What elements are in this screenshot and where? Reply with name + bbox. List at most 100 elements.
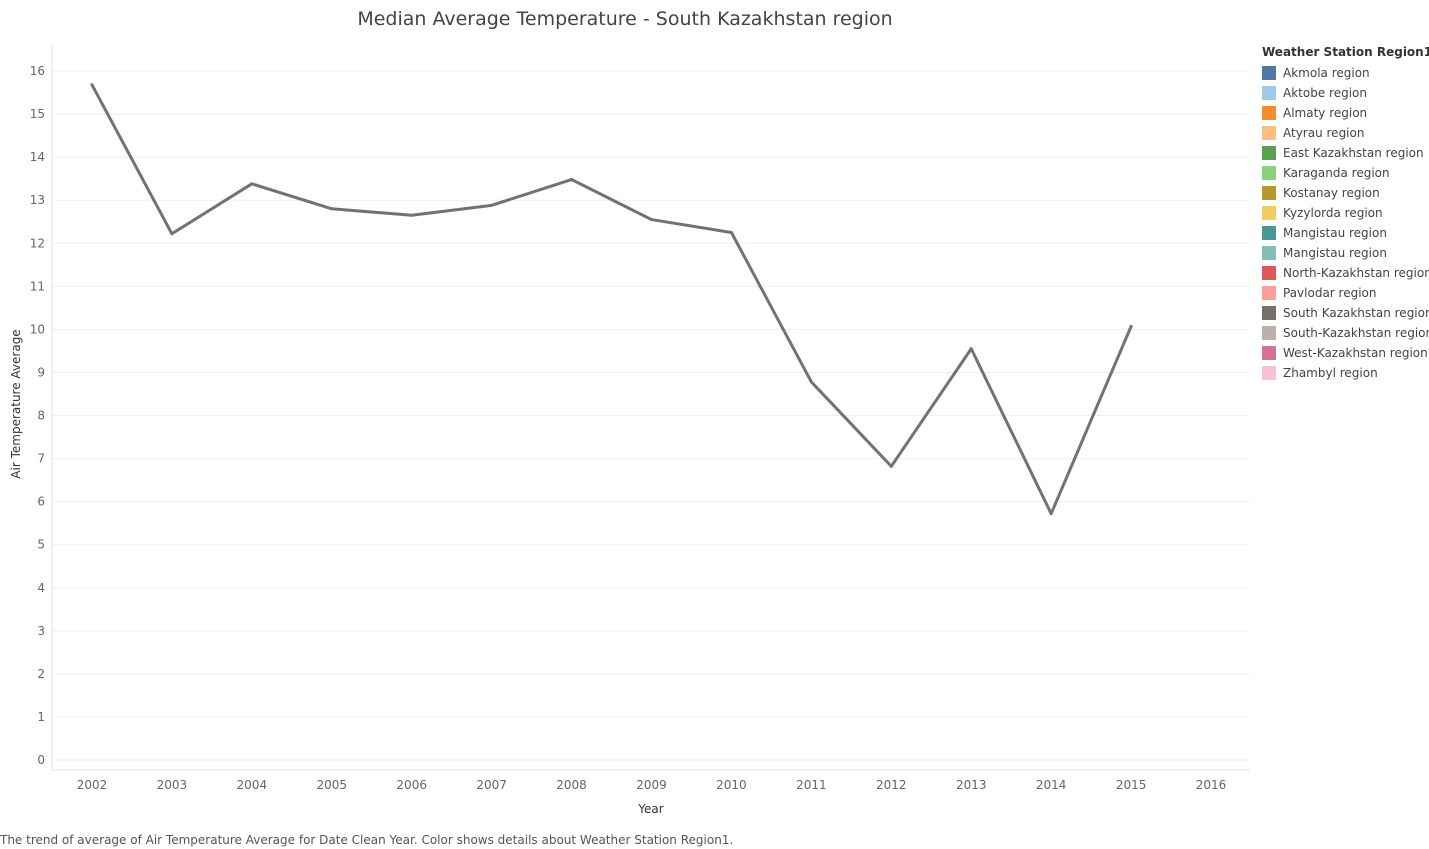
y-tick-label: 15 [30,107,45,121]
legend-swatch [1262,366,1276,380]
legend-label: North-Kazakhstan region [1283,266,1429,280]
legend-item[interactable]: West-Kazakhstan region [1262,343,1429,363]
legend-title: Weather Station Region1 [1262,45,1429,59]
chart-caption: The trend of average of Air Temperature … [0,833,734,847]
y-tick-label: 4 [37,581,45,595]
legend-swatch [1262,146,1276,160]
legend-item[interactable]: Akmola region [1262,63,1429,83]
data-point[interactable] [969,347,973,351]
legend-swatch [1262,206,1276,220]
axes [51,44,1250,771]
y-tick-label: 13 [30,193,45,207]
series-lines [90,83,1133,516]
legend-swatch [1262,106,1276,120]
legend-swatch [1262,66,1276,80]
y-tick-label: 7 [37,452,45,466]
legend-label: Mangistau region [1283,226,1387,240]
data-point[interactable] [170,232,174,236]
y-tick-label: 12 [30,236,45,250]
legend-label: Atyrau region [1283,126,1365,140]
legend-swatch [1262,186,1276,200]
legend-swatch [1262,286,1276,300]
data-point[interactable] [250,182,254,186]
y-tick-label: 16 [30,64,45,78]
x-tick-label: 2015 [1116,778,1147,792]
x-tick-label: 2004 [237,778,268,792]
legend-item[interactable]: Karaganda region [1262,163,1429,183]
data-point[interactable] [570,178,574,182]
legend-label: Karaganda region [1283,166,1390,180]
legend-item[interactable]: South Kazakhstan region [1262,303,1429,323]
chart-title: Median Average Temperature - South Kazak… [357,8,893,30]
x-tick-label: 2003 [157,778,188,792]
series-line[interactable] [90,83,1133,516]
x-tick-label: 2008 [556,778,587,792]
x-tick-labels: 2002 2003 2004 2005 2006 2007 2008 2009 2010 2011… [77,778,1227,792]
x-tick-label: 2010 [716,778,747,792]
x-tick-label: 2013 [956,778,987,792]
y-tick-label: 2 [37,667,45,681]
legend-label: West-Kazakhstan region [1283,346,1428,360]
legend-label: Kostanay region [1283,186,1380,200]
data-point[interactable] [330,207,334,211]
x-tick-label: 2007 [476,778,507,792]
y-tick-label: 10 [30,322,45,336]
legend-item[interactable]: Kyzylorda region [1262,203,1429,223]
legend-item[interactable]: Zhambyl region [1262,363,1429,383]
legend-item[interactable]: Mangistau region [1262,223,1429,243]
data-point[interactable] [809,380,813,384]
data-point[interactable] [1049,512,1053,516]
x-tick-label: 2009 [636,778,667,792]
data-point[interactable] [1129,324,1133,328]
data-point[interactable] [490,203,494,207]
legend-label: Mangistau region [1283,246,1387,260]
x-tick-label: 2002 [77,778,108,792]
legend-item[interactable]: Aktobe region [1262,83,1429,103]
legend-swatch [1262,86,1276,100]
y-tick-label: 11 [30,279,45,293]
legend-label: South Kazakhstan region [1283,306,1429,320]
y-tick-label: 1 [37,710,45,724]
legend-label: Aktobe region [1283,86,1367,100]
legend-item[interactable]: Pavlodar region [1262,283,1429,303]
legend-item[interactable]: South-Kazakhstan region [1262,323,1429,343]
legend-item[interactable]: Mangistau region [1262,243,1429,263]
legend-label: Pavlodar region [1283,286,1377,300]
legend-swatch [1262,266,1276,280]
legend-label: South-Kazakhstan region [1283,326,1429,340]
data-point[interactable] [729,230,733,234]
x-tick-label: 2011 [796,778,827,792]
x-tick-label: 2006 [396,778,427,792]
legend-item[interactable]: North-Kazakhstan region [1262,263,1429,283]
legend-item[interactable]: Atyrau region [1262,123,1429,143]
legend-swatch [1262,226,1276,240]
y-axis-title: Air Temperature Average [9,329,23,478]
legend-label: Zhambyl region [1283,366,1378,380]
legend-item[interactable]: Almaty region [1262,103,1429,123]
legend-items: Akmola region Aktobe region Almaty region A… [1262,63,1429,383]
x-tick-label: 2005 [316,778,347,792]
legend-swatch [1262,306,1276,320]
legend-swatch [1262,326,1276,340]
x-tick-label: 2016 [1196,778,1227,792]
legend-label: East Kazakhstan region [1283,146,1424,160]
data-point[interactable] [410,213,414,217]
grid-lines [52,70,1250,761]
legend-label: Akmola region [1283,66,1370,80]
legend-label: Kyzylorda region [1283,206,1383,220]
legend-item[interactable]: East Kazakhstan region [1262,143,1429,163]
legend-item[interactable]: Kostanay region [1262,183,1429,203]
color-legend: Weather Station Region1 Akmola region Akt… [1262,45,1429,383]
x-axis-title: Year [637,802,663,816]
legend-swatch [1262,246,1276,260]
data-point[interactable] [650,218,653,222]
y-tick-label: 0 [37,753,45,767]
data-point[interactable] [889,464,893,468]
x-tick-label: 2012 [876,778,907,792]
y-tick-label: 3 [37,624,45,638]
legend-swatch [1262,126,1276,140]
data-point[interactable] [90,83,94,87]
legend-label: Almaty region [1283,106,1368,120]
